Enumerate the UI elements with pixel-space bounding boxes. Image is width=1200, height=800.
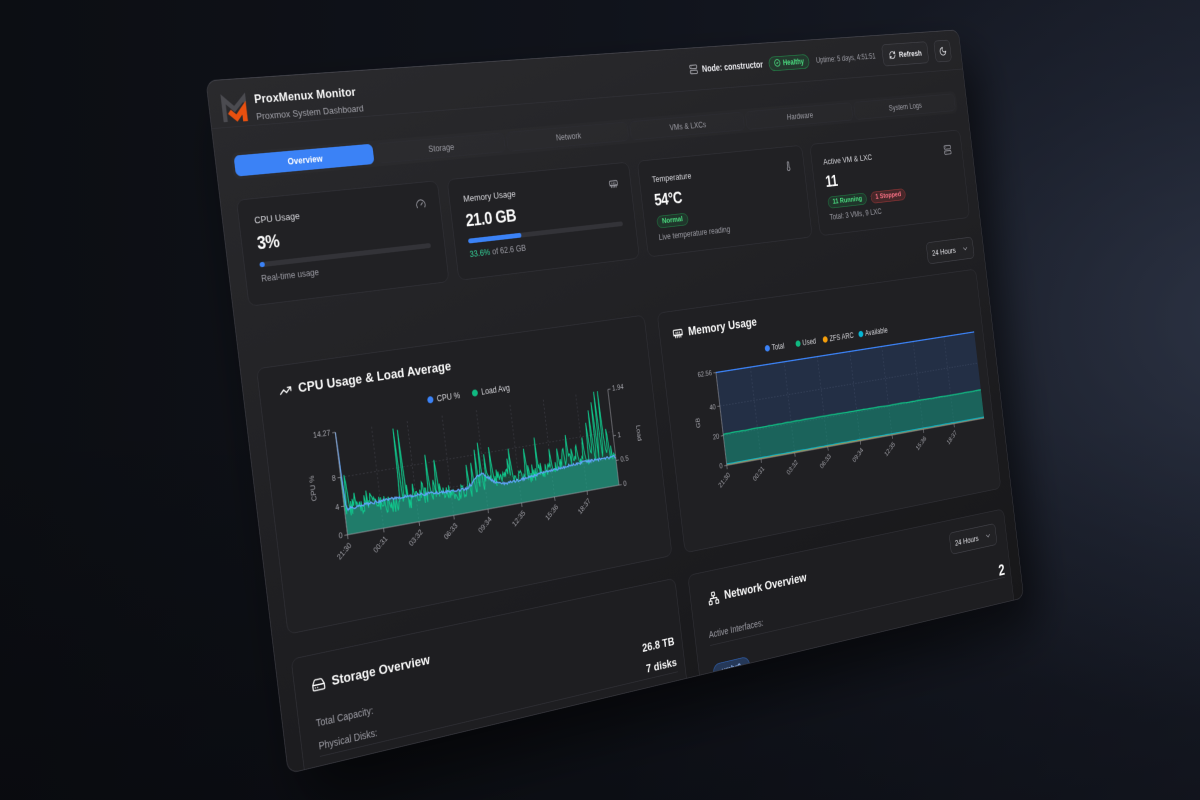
svg-text:03:32: 03:32 [785,458,799,476]
svg-text:06:33: 06:33 [442,521,459,541]
svg-text:18:37: 18:37 [576,497,592,516]
svg-text:1: 1 [617,430,621,439]
svg-text:0: 0 [338,531,343,541]
svg-text:CPU %: CPU % [436,391,461,404]
svg-text:12:35: 12:35 [511,508,528,528]
svg-text:0.5: 0.5 [620,454,630,464]
svg-text:ZFS ARC: ZFS ARC [829,331,854,343]
svg-text:21:30: 21:30 [335,540,353,561]
svg-text:18:37: 18:37 [945,429,958,446]
svg-text:21:30: 21:30 [717,470,732,489]
svg-text:06:33: 06:33 [819,452,833,470]
svg-text:15:36: 15:36 [915,435,928,452]
svg-text:03:32: 03:32 [407,528,424,548]
svg-text:Load Avg: Load Avg [481,383,511,397]
svg-text:Total: Total [771,342,785,353]
svg-text:12:35: 12:35 [883,440,896,458]
svg-text:8: 8 [331,474,336,484]
svg-text:00:31: 00:31 [751,465,765,483]
svg-text:09:34: 09:34 [851,446,865,464]
svg-text:GB: GB [694,417,702,428]
svg-text:4: 4 [335,502,340,512]
svg-text:1.94: 1.94 [612,383,625,393]
svg-text:15:36: 15:36 [544,503,560,522]
svg-text:14.27: 14.27 [313,429,331,441]
svg-text:20: 20 [713,432,721,441]
svg-text:Load: Load [635,424,644,441]
svg-text:09:34: 09:34 [477,514,494,534]
svg-text:Used: Used [802,337,817,348]
svg-text:00:31: 00:31 [372,534,389,554]
svg-text:62.56: 62.56 [697,369,712,379]
svg-text:0: 0 [719,462,724,471]
svg-text:0: 0 [623,479,628,488]
svg-text:Available: Available [865,326,889,338]
svg-text:40: 40 [709,403,717,412]
svg-text:CPU %: CPU % [307,475,318,502]
